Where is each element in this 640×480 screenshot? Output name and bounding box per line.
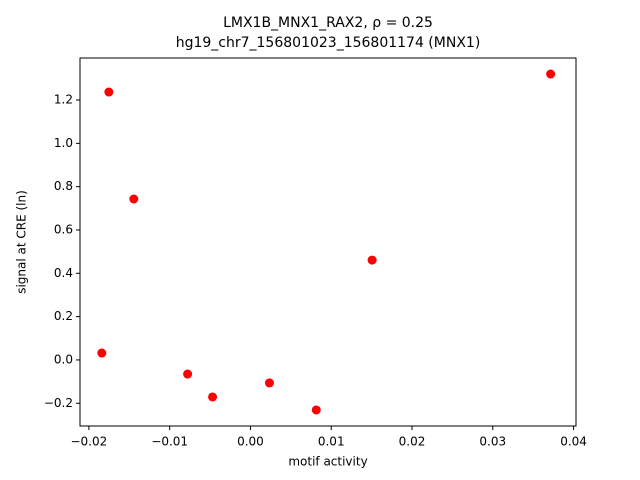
point <box>311 405 321 415</box>
point <box>129 194 139 204</box>
x-tick-label: −0.01 <box>151 435 188 449</box>
y-axis-label: signal at CRE (ln) <box>15 190 29 294</box>
x-tick-label: 0.04 <box>560 435 587 449</box>
y-tick-label: 1.0 <box>54 136 73 150</box>
y-tick-label: 1.2 <box>54 93 73 107</box>
y-tick-label: −0.2 <box>44 396 73 410</box>
x-tick-label: 0.02 <box>399 435 426 449</box>
y-tick-label: 0.6 <box>54 222 73 236</box>
chart-title: LMX1B_MNX1_RAX2, ρ = 0.25 <box>223 15 433 31</box>
point <box>183 369 193 379</box>
point <box>367 255 377 265</box>
y-tick-label: 0.0 <box>54 352 73 366</box>
y-tick-label: 0.4 <box>54 266 73 280</box>
x-tick-label: 0.01 <box>318 435 345 449</box>
y-tick-label: 0.2 <box>54 309 73 323</box>
point <box>208 392 218 402</box>
x-tick-label: 0.03 <box>479 435 506 449</box>
point <box>264 378 274 388</box>
point <box>546 69 556 79</box>
chart-subtitle: hg19_chr7_156801023_156801174 (MNX1) <box>176 35 481 51</box>
x-tick-label: −0.02 <box>70 435 107 449</box>
plot-frame <box>79 57 577 427</box>
x-axis-label: motif activity <box>288 455 367 469</box>
point <box>97 348 107 358</box>
x-tick-label: 0.00 <box>237 435 264 449</box>
y-tick-label: 0.8 <box>54 179 73 193</box>
point <box>104 87 114 97</box>
